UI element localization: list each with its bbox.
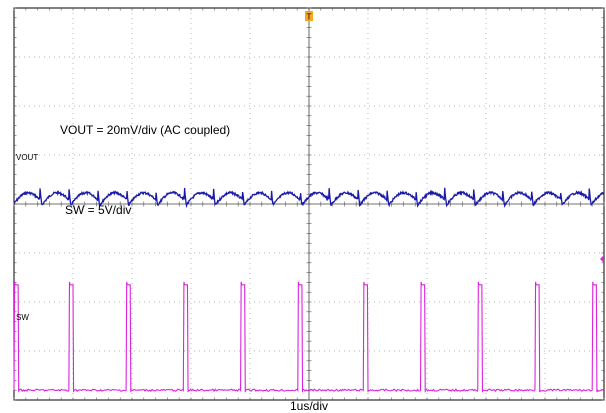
vout-scale-annotation: VOUT = 20mV/div (AC coupled)	[60, 123, 230, 137]
trigger-marker-label: T	[307, 13, 312, 22]
trigger-marker: T	[305, 11, 313, 22]
trace-layer	[13, 187, 605, 393]
sw-channel-label: SW	[16, 313, 29, 322]
x-axis-label: 1us/div	[290, 399, 328, 413]
sw-offset-marker	[600, 255, 604, 263]
vout-trace	[13, 187, 605, 209]
sw-scale-annotation: SW = 5V/div	[65, 203, 131, 217]
sw-trace	[13, 281, 605, 393]
vout-channel-label: VOUT	[16, 153, 38, 162]
